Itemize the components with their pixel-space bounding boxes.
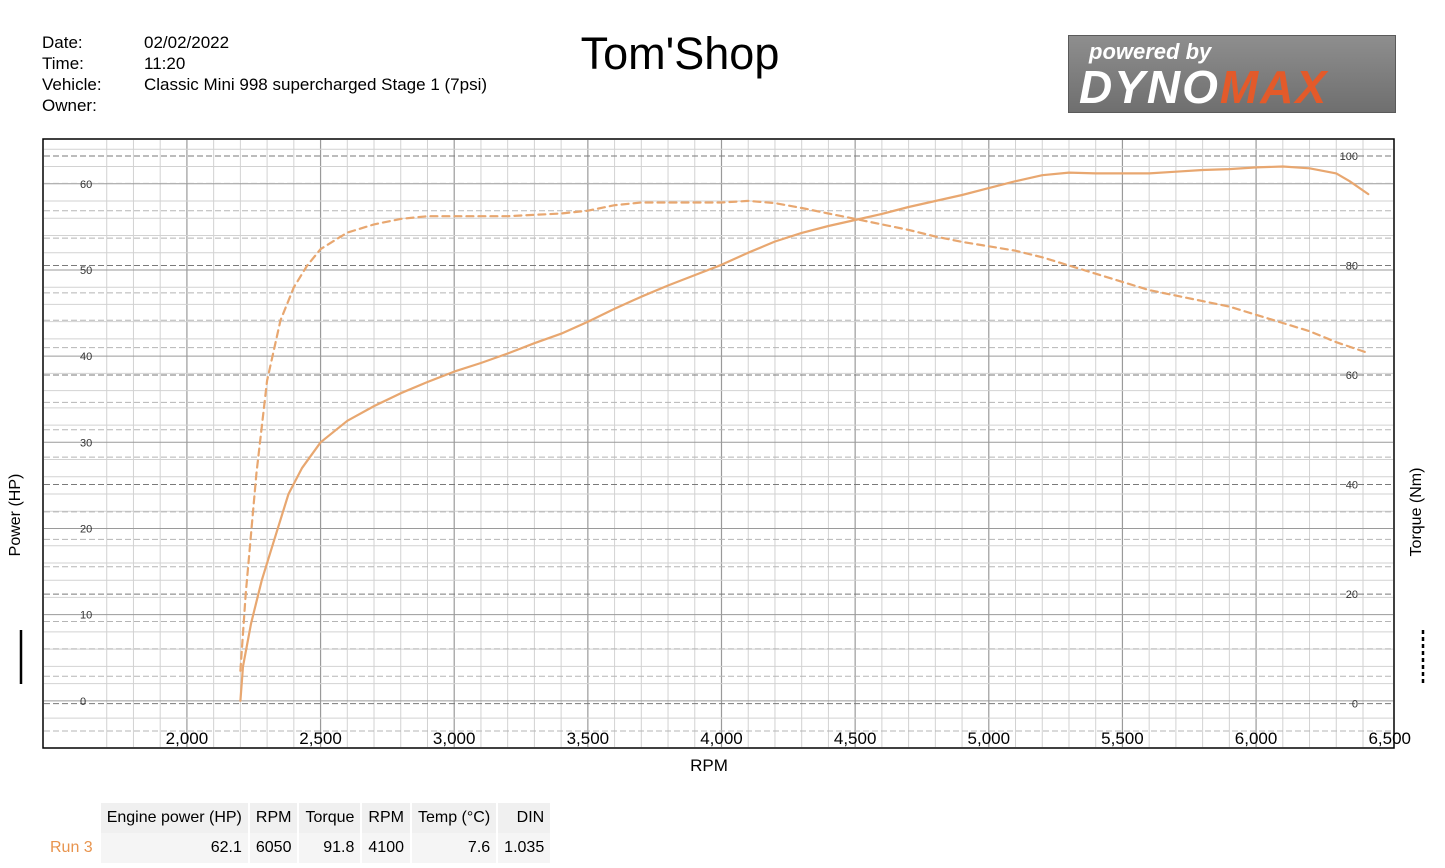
x-axis-label: RPM (690, 756, 728, 775)
cell-din: 1.035 (497, 833, 553, 863)
y-right-tick-label: 20 (1346, 589, 1358, 601)
y-left-tick-label: 20 (80, 523, 92, 535)
run-label: Run 3 (44, 833, 101, 863)
time-value: 11:20 (144, 54, 186, 73)
y-left-tick-label: 30 (80, 437, 92, 449)
cell-torque: 91.8 (298, 833, 363, 863)
series-line-power (239, 165, 1370, 702)
plot-frame (42, 138, 1395, 749)
y-axis-right-label: Torque (Nm) (1408, 468, 1425, 557)
grid (44, 140, 1393, 747)
y-right-tick-label: 40 (1346, 480, 1358, 492)
curves (239, 165, 1370, 702)
col-rpm-torque: RPM (361, 803, 412, 833)
vehicle-value: Classic Mini 998 supercharged Stage 1 (7… (144, 75, 488, 94)
x-tick-label: 4,500 (834, 729, 877, 748)
logo-wordmark-b: MAX (1219, 61, 1329, 113)
col-rpm-power: RPM (248, 803, 300, 833)
dynomax-logo: powered by DYNOMAX (1068, 35, 1396, 113)
dyno-chart: 2,000 2,500 3,000 3,500 4,000 4,500 5,000 5,500… (7, 138, 1425, 775)
y-right-tick-label: 0 (1352, 699, 1358, 711)
y-left-tick-label: 60 (80, 179, 92, 191)
date-value: 02/02/2022 (144, 33, 230, 52)
x-tick-label: 6,000 (1235, 729, 1278, 748)
y-left-tick-label: 0 (80, 696, 86, 708)
table-row: Run 3 62.1 6050 91.8 4100 7.6 1.035 (44, 833, 553, 863)
x-tick-label: 5,500 (1101, 729, 1144, 748)
col-torque: Torque (298, 803, 363, 833)
col-din: DIN (497, 803, 553, 833)
x-tick-label: 6,500 (1368, 729, 1411, 748)
y-right-tick-label: 80 (1346, 260, 1358, 272)
y-left-tick-label: 50 (80, 265, 92, 277)
y-left-tick-label: 10 (80, 610, 92, 622)
results-table: Engine power (HP) RPM Torque RPM Temp (°… (44, 803, 553, 863)
cell-rpm-power: 6050 (248, 833, 300, 863)
time-label: Time: (42, 54, 84, 73)
x-tick-label: 4,000 (700, 729, 743, 748)
tick-labels: 2,000 2,500 3,000 3,500 4,000 4,500 5,000 5,500… (80, 151, 1411, 748)
y-right-tick-label: 60 (1346, 370, 1358, 382)
logo-wordmark: DYNOMAX (1079, 60, 1328, 114)
col-temp: Temp (°C) (410, 803, 499, 833)
results-header-row: Engine power (HP) RPM Torque RPM Temp (°… (44, 803, 553, 833)
cell-temp: 7.6 (410, 833, 499, 863)
date-label: Date: (42, 33, 83, 52)
vehicle-label: Vehicle: (42, 75, 102, 94)
owner-label: Owner: (42, 96, 97, 115)
y-right-tick-label: 100 (1340, 151, 1358, 163)
cell-rpm-torque: 4100 (361, 833, 412, 863)
x-tick-label: 3,500 (567, 729, 610, 748)
cell-engine-power: 62.1 (99, 833, 250, 863)
y-left-tick-label: 40 (80, 351, 92, 363)
series-line-torque (239, 199, 1370, 672)
x-tick-label: 2,500 (299, 729, 342, 748)
logo-tagline: powered by (1089, 39, 1212, 64)
y-axis-left-label: Power (HP) (7, 474, 24, 557)
results-corner (44, 803, 101, 833)
x-tick-label: 3,000 (433, 729, 476, 748)
x-tick-label: 2,000 (166, 729, 209, 748)
logo-wordmark-a: DYNO (1079, 61, 1220, 113)
x-tick-label: 5,000 (968, 729, 1011, 748)
page-title: Tom'Shop (580, 28, 780, 79)
col-engine-power: Engine power (HP) (99, 803, 250, 833)
